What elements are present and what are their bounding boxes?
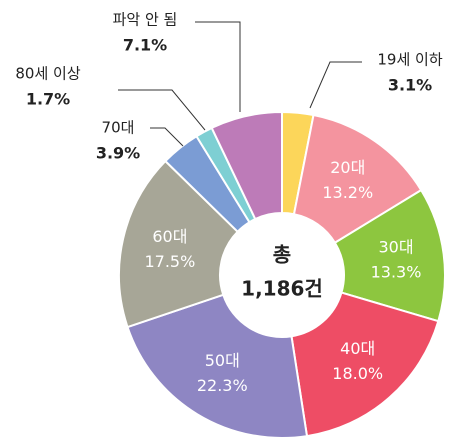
donut-slice <box>292 113 423 245</box>
leader-line <box>309 61 362 109</box>
donut-slice <box>210 110 283 221</box>
category-label: 20대 <box>330 158 365 177</box>
category-label: 80세 이상 <box>15 65 80 83</box>
donut-slice <box>126 293 309 439</box>
donut-slice <box>290 291 440 438</box>
center-label: 1,186건 <box>241 277 323 301</box>
value-label: 7.1% <box>123 36 167 55</box>
category-label: 50대 <box>205 351 240 370</box>
center-label: 총 <box>273 243 291 267</box>
category-label: 30대 <box>378 238 413 257</box>
category-label: 40대 <box>340 339 375 358</box>
value-label: 13.3% <box>371 263 422 282</box>
leader-line <box>195 21 241 112</box>
value-label: 3.9% <box>96 144 140 163</box>
leader-line <box>150 127 184 147</box>
value-label: 22.3% <box>197 376 248 395</box>
donut-slice <box>333 188 446 323</box>
value-label: 17.5% <box>144 252 195 271</box>
value-label: 18.0% <box>332 364 383 383</box>
category-label: 70대 <box>102 119 135 137</box>
value-label: 3.1% <box>388 76 432 95</box>
category-label: 19세 이하 <box>377 51 442 69</box>
category-label: 60대 <box>152 227 187 246</box>
category-label: 파악 안 됨 <box>113 11 178 29</box>
leader-line <box>118 89 206 131</box>
value-label: 1.7% <box>26 90 70 109</box>
value-label: 13.2% <box>322 183 373 202</box>
donut-slice <box>118 159 240 329</box>
